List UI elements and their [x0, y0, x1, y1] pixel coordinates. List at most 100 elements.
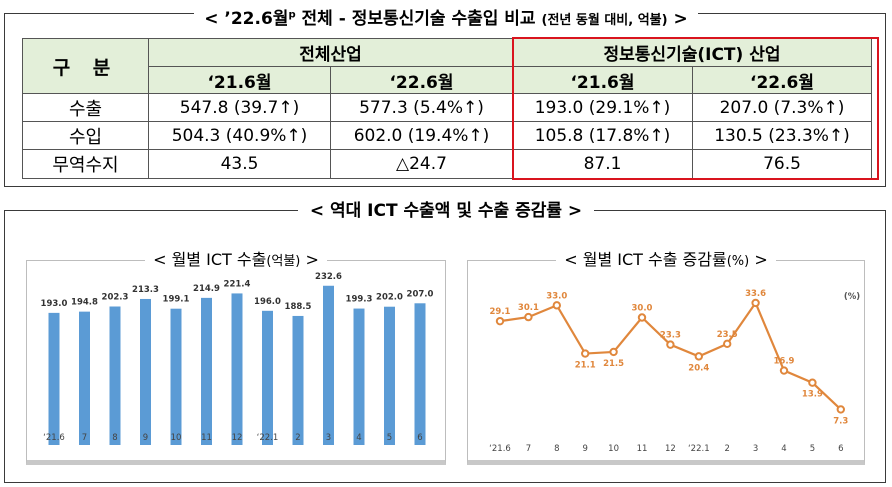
period-header: ‘21.6월 [148, 66, 331, 94]
point-value-label: 21.5 [603, 359, 624, 369]
point-value-label: 33.0 [546, 291, 567, 301]
data-point [694, 352, 704, 361]
x-tick-label: 10 [171, 433, 182, 443]
data-point [524, 312, 533, 322]
bar-value-label: 188.5 [285, 302, 312, 312]
bar [170, 308, 182, 445]
x-tick-label: 7 [82, 433, 87, 443]
history-title-text: < 역대 ICT 수출액 및 수출 증감률 > [297, 201, 595, 221]
x-tick-label: 10 [608, 444, 619, 454]
x-tick-label: 11 [201, 433, 212, 443]
data-point [637, 313, 647, 322]
point-value-label: 23.5 [717, 330, 738, 340]
x-tick-label: 5 [387, 433, 392, 443]
x-tick-label: ‘21.6 [489, 444, 511, 454]
table-cell: 602.0 (19.4%↑) [330, 121, 513, 150]
table-period-row: ‘21.6월 ‘22.6월 ‘21.6월 ‘22.6월 [23, 66, 873, 94]
bar-value-label: 202.0 [376, 293, 403, 303]
comparison-title: < ’22.6월p 전체 - 정보통신기술 수출입 비교 (전년 동월 대비, … [0, 4, 892, 32]
x-tick-label: ‘21.6 [43, 433, 65, 443]
row-label: 수입 [22, 121, 149, 150]
bar [414, 303, 426, 445]
bar [231, 293, 243, 445]
point-value-label: 23.3 [660, 331, 681, 341]
period-header: ‘22.6월 [691, 66, 873, 94]
period-header: ‘21.6월 [512, 66, 693, 94]
chart-title-close: > [300, 250, 319, 269]
x-tick-label: 2 [724, 444, 729, 454]
data-point [581, 349, 590, 358]
bar [384, 306, 395, 445]
table-cell: 193.0 (29.1%↑) [512, 93, 693, 122]
title-close: > [667, 8, 688, 29]
bar-value-label: 207.0 [407, 289, 434, 299]
table-cell: 87.1 [512, 149, 693, 179]
table-cell: 547.8 (39.7↑) [148, 93, 331, 122]
x-tick-label: 12 [665, 444, 676, 454]
x-tick-label: 2 [295, 433, 300, 443]
corner-label: 구 분 [22, 38, 149, 94]
bar [79, 311, 90, 445]
table-cell: 504.3 (40.9%↑) [148, 121, 331, 150]
bar-value-label: 232.6 [315, 272, 342, 282]
x-tick-label: 6 [417, 433, 422, 443]
table-cell: 105.8 (17.8%↑) [512, 121, 693, 150]
group-ict-industry: 정보통신기술(ICT) 산업 [511, 38, 873, 67]
chart-title: < 월별 ICT 수출 [153, 250, 267, 269]
export-growth-line-chart: (%) 29.1 ‘21.6 30.1 7 33.0 8 21.1 9 21.5 10 30.0 11 2… [489, 289, 860, 454]
point-value-label: 33.6 [745, 289, 766, 299]
period-header: ‘22.6월 [330, 66, 513, 94]
x-tick-label: 12 [232, 433, 243, 443]
x-tick-label: 11 [637, 444, 648, 454]
bar-value-label: 199.3 [346, 295, 373, 305]
title-sup: p [288, 9, 296, 20]
x-tick-label: ‘22.1 [688, 444, 710, 454]
point-value-label: 16.9 [774, 357, 795, 367]
x-tick-label: 3 [753, 444, 758, 454]
point-value-label: 13.9 [802, 390, 823, 400]
x-tick-label: 7 [526, 444, 531, 454]
table-cell: △24.7 [330, 149, 513, 179]
table-header-row: 구 분 전체산업 정보통신기술(ICT) 산업 [22, 38, 873, 94]
row-label: 수출 [22, 93, 149, 122]
export-bar-chart: 193.0 ‘21.6 194.8 7 202.3 8 213.3 9 199.1 10 214.9… [41, 272, 434, 445]
export-growth-panel: < 월별 ICT 수출 증감률(%) > (%) 29.1 ‘21.6 30.1 7 33… [467, 250, 865, 465]
bar-value-label: 196.0 [254, 297, 281, 307]
x-tick-label: 4 [781, 444, 786, 454]
table-row: 무역수지 43.5 △24.7 87.1 76.5 [22, 149, 873, 179]
row-label: 무역수지 [22, 149, 149, 179]
point-value-label: 20.4 [688, 363, 709, 373]
history-title: < 역대 ICT 수출액 및 수출 증감률 > [0, 200, 892, 222]
x-tick-label: 4 [356, 433, 361, 443]
bar-value-label: 193.0 [41, 299, 68, 309]
data-point [552, 301, 562, 310]
title-note: (전년 동월 대비, 억불) [541, 12, 668, 28]
chart-title-close: > [749, 250, 768, 269]
data-point [836, 405, 845, 414]
x-tick-label: 9 [143, 433, 148, 443]
bar [353, 308, 365, 445]
point-value-label: 30.1 [518, 303, 539, 313]
data-point [609, 347, 618, 357]
bar-value-label: 221.4 [224, 279, 251, 289]
bar-value-label: 194.8 [71, 298, 98, 308]
x-tick-label: ‘22.1 [257, 433, 279, 443]
bar [323, 285, 334, 445]
bar [140, 298, 151, 445]
data-point [779, 366, 789, 375]
table-row: 수입 504.3 (40.9%↑) 602.0 (19.4%↑) 105.8 (… [22, 121, 873, 150]
data-point [808, 378, 817, 387]
point-value-label: 7.3 [833, 416, 848, 426]
table-cell: 130.5 (23.3%↑) [691, 121, 873, 150]
data-point [723, 339, 732, 349]
title-open: < ’22.6월 [204, 8, 289, 29]
point-value-label: 30.0 [632, 304, 653, 314]
export-growth-title: < 월별 ICT 수출 증감률(%) > [468, 248, 864, 274]
x-tick-label: 8 [554, 444, 559, 454]
point-value-label: 21.1 [575, 361, 596, 371]
bar [292, 315, 304, 445]
data-point [495, 316, 505, 326]
export-amount-panel: < 월별 ICT 수출(억불) > 193.0 ‘21.6 194.8 7 202.3 8… [26, 250, 446, 465]
x-tick-label: 6 [838, 444, 843, 454]
export-amount-title: < 월별 ICT 수출(억불) > [27, 248, 445, 274]
